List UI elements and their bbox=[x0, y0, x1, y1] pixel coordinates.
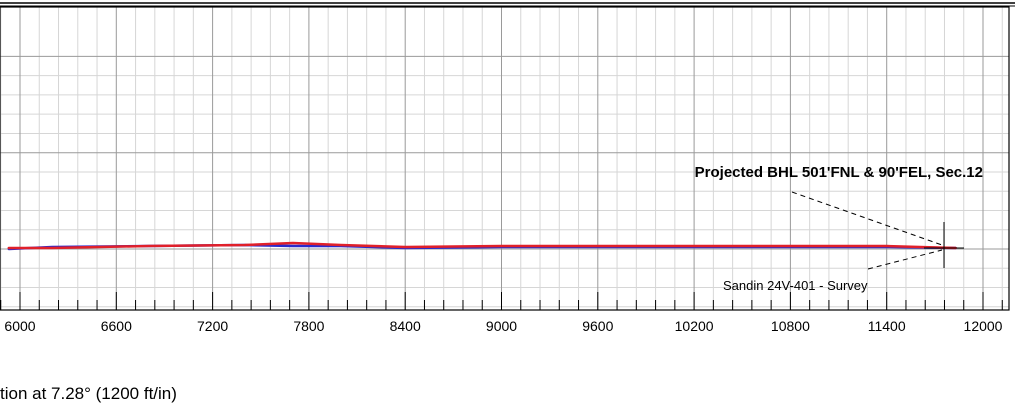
x-tick-label: 8400 bbox=[390, 318, 421, 334]
plot-frame bbox=[0, 6, 1010, 311]
x-tick-label: 9600 bbox=[582, 318, 613, 334]
x-tick-label: 6000 bbox=[4, 318, 35, 334]
scale-caption: tion at 7.28° (1200 ft/in) bbox=[0, 384, 177, 403]
x-tick-label: 7800 bbox=[293, 318, 324, 334]
x-tick-label: 6600 bbox=[101, 318, 132, 334]
plot-area: 6000 6600 7200 7800 8400 9000 9600 10200 10800 11… bbox=[0, 2, 1015, 334]
series-layer bbox=[7, 241, 957, 251]
x-tick-label: 12000 bbox=[964, 318, 1003, 334]
x-axis-ticks bbox=[0, 292, 1003, 310]
x-tick-label: 10200 bbox=[675, 318, 714, 334]
x-tick-label: 7200 bbox=[197, 318, 228, 334]
x-tick-label: 9000 bbox=[486, 318, 517, 334]
leader-line-survey bbox=[867, 249, 943, 270]
grid-major bbox=[0, 7, 1009, 310]
annotation-bhl: Projected BHL 501'FNL & 90'FEL, Sec.12 bbox=[695, 164, 983, 181]
annotation-survey: Sandin 24V-401 - Survey bbox=[723, 278, 868, 293]
series-line-1 bbox=[7, 241, 957, 250]
x-tick-label: 11400 bbox=[868, 318, 906, 334]
x-axis-tick-labels: 6000 6600 7200 7800 8400 9000 9600 10200 10800 11… bbox=[4, 318, 1002, 334]
x-tick-label: 10800 bbox=[771, 318, 810, 334]
grid-minor bbox=[0, 7, 1009, 310]
